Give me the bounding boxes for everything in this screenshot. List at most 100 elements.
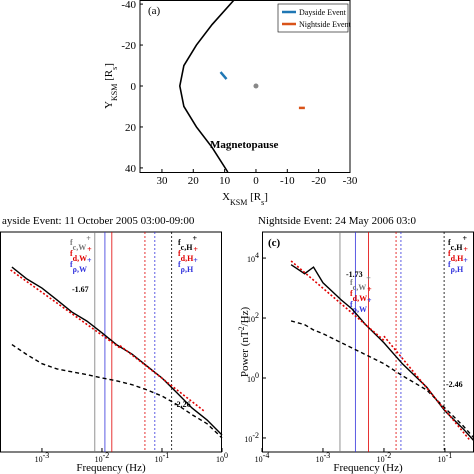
x-axis-label: Frequency (Hz) [76, 462, 146, 474]
text-part: f [448, 238, 451, 247]
text-part: 10 [155, 455, 163, 464]
text-part: d,W [353, 294, 367, 303]
slope-label: -1.73 [346, 270, 363, 279]
frequency-label: fc,H+ [178, 234, 197, 252]
text-part: + [87, 256, 92, 265]
text-part: -1 [163, 451, 170, 460]
text-part: s [261, 198, 264, 207]
frequency-label: fc,W+ [350, 274, 371, 292]
text-part: f [178, 260, 181, 269]
y-tick-label: 102 [247, 311, 259, 325]
text-part: 10 [247, 375, 255, 384]
text-part: 0 [255, 370, 259, 379]
y-tick-label: 100 [247, 370, 259, 384]
slope-label: -2.26 [174, 400, 191, 409]
text-part: + [462, 234, 467, 243]
text-part: 2 [237, 326, 246, 330]
y-axis-label: YKSM [Rs] [103, 63, 119, 109]
text-part: 10 [216, 455, 224, 464]
slope-label: -2.46 [446, 380, 463, 389]
text-part: d,W [73, 254, 87, 263]
boundary-label: Magnetopause [210, 139, 279, 151]
slope-label: -1.67 [72, 285, 89, 294]
text-part: f [350, 289, 353, 298]
frequency-label: fc,W+ [70, 234, 91, 252]
text-part: 10 [95, 455, 103, 464]
spectrum-line [11, 344, 223, 439]
text-part: + [366, 274, 371, 283]
x-tick-label: 10-3 [316, 451, 331, 465]
text-part: f [350, 300, 353, 309]
text-part: ρ,W [73, 265, 87, 274]
text-part: c,H [181, 243, 194, 252]
frequency-label: fρ,H+ [448, 256, 468, 274]
x-tick-label: 10-2 [377, 451, 392, 465]
x-tick-label: 10-2 [95, 451, 110, 465]
text-part: 2 [255, 311, 259, 320]
text-part: d,H [451, 254, 464, 263]
text-part: + [87, 245, 92, 254]
text-part: 10 [316, 455, 324, 464]
panel-label: (a) [148, 5, 161, 17]
text-part: [R [103, 69, 115, 83]
x-tick-label: 100 [216, 451, 228, 465]
text-part: + [367, 285, 372, 294]
text-part: -4 [263, 451, 270, 460]
text-part: Power (nT [239, 330, 251, 377]
text-part: f [178, 238, 181, 247]
text-part: f [448, 249, 451, 258]
text-part: ρ,W [353, 305, 367, 314]
spectrum-line [290, 264, 474, 442]
x-tick-label: 10-3 [35, 451, 50, 465]
frequency-label: fc,H+ [448, 234, 467, 252]
text-part: c,W [353, 283, 367, 292]
text-part: 10 [244, 435, 252, 444]
x-axis-label: Frequency (Hz) [333, 462, 403, 474]
plot-frame [0, 231, 222, 453]
text-part: -3 [43, 451, 50, 460]
x-tick-label: 30 [156, 175, 168, 187]
y-tick-label: 20 [125, 122, 137, 134]
text-part: Y [103, 101, 115, 109]
panel-title: Nightside Event: 24 May 2006 03:0 [258, 215, 416, 227]
spectrum-line [290, 320, 474, 439]
text-part: /Hz) [239, 307, 251, 327]
y-tick-label: 40 [125, 163, 137, 175]
text-part: f [448, 260, 451, 269]
text-part: f [70, 249, 73, 258]
plot-frame [262, 231, 474, 453]
text-part: KSM [230, 198, 247, 207]
text-part: f [178, 249, 181, 258]
text-part: c,H [451, 243, 464, 252]
text-part: f [70, 260, 73, 269]
text-part: 10 [377, 455, 385, 464]
frequency-label: fρ,W+ [350, 296, 372, 314]
text-part: -1 [446, 451, 453, 460]
x-tick-label: -10 [280, 175, 295, 187]
text-part: -3 [324, 451, 331, 460]
text-part: 0 [224, 451, 228, 460]
x-tick-label: -30 [343, 175, 358, 187]
text-part: 10 [247, 315, 255, 324]
text-part: s [110, 67, 119, 70]
text-part: -2 [385, 451, 392, 460]
frequency-label: fd,W+ [350, 285, 372, 303]
planet [253, 83, 259, 89]
text-part: + [86, 234, 91, 243]
y-axis-label: Power (nT2/Hz) [237, 307, 252, 378]
x-tick-label: -20 [311, 175, 326, 187]
fit-line [290, 260, 385, 341]
panel-title: ayside Event: 11 October 2005 03:00-09:0… [2, 215, 195, 227]
text-part: + [463, 256, 468, 265]
frequency-label: fρ,H+ [178, 256, 198, 274]
y-tick-label: 0 [131, 81, 137, 93]
text-part: c,W [73, 243, 87, 252]
text-part: 10 [438, 455, 446, 464]
frequency-label: fd,H+ [448, 245, 468, 263]
legend-label: Dayside Event [299, 8, 347, 17]
y-tick-label: -20 [121, 40, 136, 52]
x-tick-label: 0 [253, 175, 259, 187]
spectrum-line [11, 266, 223, 436]
y-tick-label: 10-2 [244, 430, 259, 444]
